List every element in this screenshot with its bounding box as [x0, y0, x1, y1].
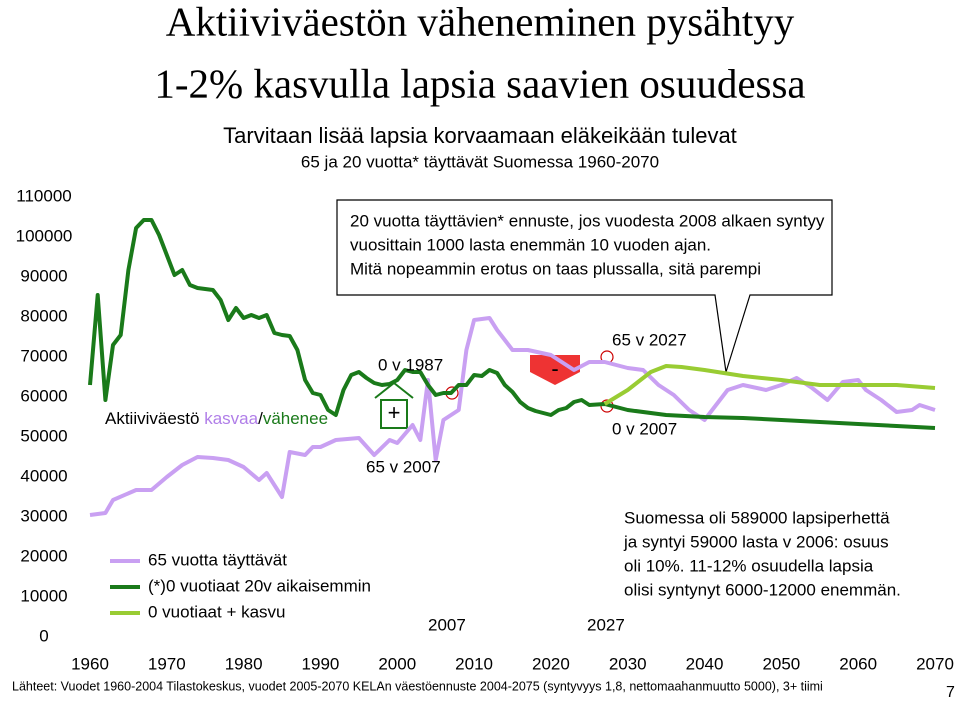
y-tick-label: 90000 [20, 266, 67, 285]
x-tick-label: 2060 [839, 654, 877, 673]
active-label-part: Aktiiviväestö [105, 409, 204, 428]
active-label: Aktiiviväestö kasvaa/vähenee [105, 409, 328, 428]
x-tick-label: 2040 [686, 654, 724, 673]
legend-label: 65 vuotta täyttävät [148, 550, 287, 569]
annotation: - [551, 356, 558, 381]
minus-arrow [530, 355, 580, 385]
x-tick-label: 2020 [532, 654, 570, 673]
y-tick-label: 30000 [20, 506, 67, 525]
series-line [603, 364, 936, 406]
x-tick-label: 2070 [916, 654, 954, 673]
series-line [88, 218, 936, 430]
annotation: 0 v 2007 [612, 419, 677, 438]
x-tick-label: 1980 [225, 654, 263, 673]
annotation: 0 v 1987 [378, 355, 443, 374]
active-label-part: kasvaa [204, 409, 258, 428]
title-line: Aktiiviväestön väheneminen pysähtyy [166, 0, 795, 44]
y-tick-label: 0 [39, 626, 48, 645]
x-tick-label: 1970 [148, 654, 186, 673]
y-tick-label: 40000 [20, 466, 67, 485]
callout-text: 20 vuotta täyttävien* ennuste, jos vuode… [350, 211, 825, 230]
annotation: 2007 [428, 615, 466, 634]
subtitle: Tarvitaan lisää lapsia korvaamaan eläkei… [223, 123, 737, 148]
annotation: 65 v 2027 [612, 330, 687, 349]
x-tick-label: 2050 [762, 654, 800, 673]
page-number: 7 [946, 684, 955, 701]
y-tick-label: 100000 [16, 226, 73, 245]
title-line: 1-2% kasvulla lapsia saavien osuudessa [154, 60, 805, 106]
y-tick-label: 70000 [20, 346, 67, 365]
note-text: Suomessa oli 589000 lapsiperhettä [624, 508, 890, 527]
y-tick-label: 10000 [20, 586, 67, 605]
y-tick-label: 80000 [20, 306, 67, 325]
y-tick-label: 110000 [16, 186, 71, 205]
x-tick-label: 1960 [71, 654, 109, 673]
callout-box [336, 199, 833, 373]
y-tick-label: 20000 [20, 546, 67, 565]
callout-text: vuosittain 1000 lasta enemmän 10 vuoden … [350, 235, 711, 254]
x-tick-label: 2030 [609, 654, 647, 673]
x-tick-label: 2010 [455, 654, 493, 673]
series-line [89, 316, 936, 517]
annotation: 2027 [587, 615, 625, 634]
note-text: ja syntyi 59000 lasta v 2006: osuus [623, 532, 889, 551]
annotation: + [388, 400, 401, 425]
active-label-part: vähenee [263, 409, 328, 428]
x-tick-label: 1990 [302, 654, 340, 673]
active-label-part: / [258, 409, 263, 428]
legend-label: (*)0 vuotiaat 20v aikaisemmin [148, 576, 371, 595]
callout-text: Mitä nopeammin erotus on taas plussalla,… [350, 259, 761, 278]
plus-box [380, 399, 408, 429]
y-tick-label: 50000 [20, 426, 67, 445]
note-text: oli 10%. 11-12% osuudella lapsia [624, 556, 874, 575]
x-tick-label: 2000 [378, 654, 416, 673]
note-text: olisi syntynyt 6000-12000 enemmän. [624, 580, 901, 599]
source: Lähteet: Vuodet 1960-2004 Tilastokeskus,… [12, 679, 823, 693]
annotation: 65 v 2007 [366, 457, 441, 476]
legend-label: 0 vuotiaat + kasvu [148, 602, 286, 621]
subtitle: 65 ja 20 vuotta* täyttävät Suomessa 1960… [301, 152, 659, 171]
y-tick-label: 60000 [20, 386, 67, 405]
